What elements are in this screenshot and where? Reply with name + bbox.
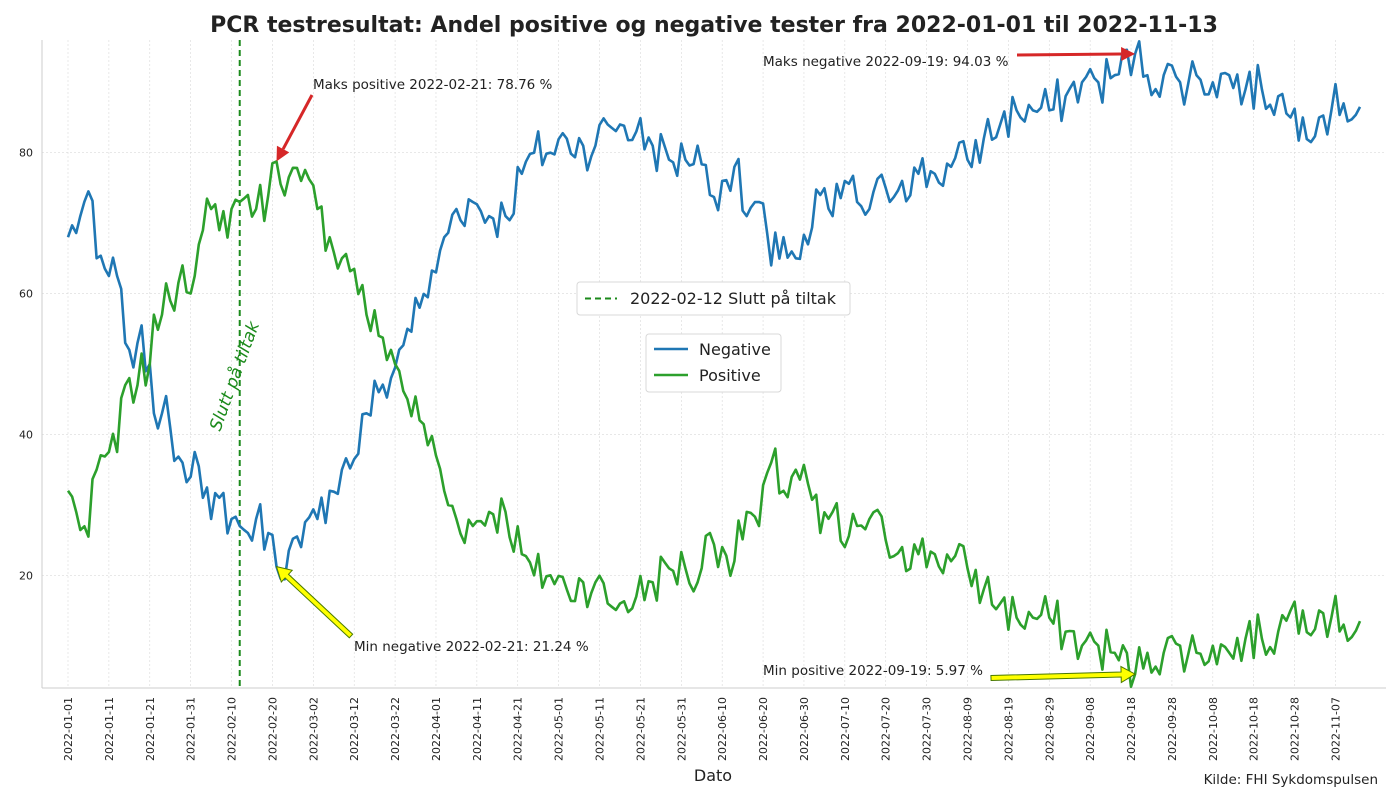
annotation-min-positive-text: Min positive 2022-09-19: 5.97 % <box>763 663 983 679</box>
x-tick-label: 2022-07-20 <box>880 697 893 761</box>
x-tick-label: 2022-01-21 <box>144 697 157 761</box>
arrow-max-negative <box>1016 52 1122 57</box>
x-tick-label: 2022-05-11 <box>594 697 607 761</box>
arrow-min-positive <box>990 665 1137 684</box>
x-tick-label: 2022-03-02 <box>307 697 320 761</box>
x-tick-label: 2022-05-31 <box>675 697 688 761</box>
annotation-max-positive: Maks positive 2022-02-21: 78.76 % <box>276 77 553 162</box>
series-line-positive <box>66 160 1362 688</box>
x-tick-labels: 2022-01-01 2022-01-11 2022-01-21 2022-01-31… <box>62 697 1342 761</box>
series-legend: Negative Positive <box>645 333 782 393</box>
arrow-max-positive <box>281 94 314 150</box>
arrow-min-negative <box>275 565 354 639</box>
vline-legend-box <box>576 281 851 316</box>
legend-label-negative: Negative <box>699 340 771 359</box>
legend-label-positive: Positive <box>699 366 761 385</box>
x-tick-label: 2022-10-08 <box>1207 697 1220 761</box>
annotation-max-positive-text: Maks positive 2022-02-21: 78.76 % <box>313 77 553 93</box>
x-tick-label: 2022-02-10 <box>226 697 239 761</box>
arrowhead-max-positive <box>276 145 290 162</box>
x-tick-label: 2022-06-30 <box>798 697 811 761</box>
annotation-max-negative: Maks negative 2022-09-19: 94.03 % <box>763 47 1136 70</box>
x-tick-label: 2022-01-01 <box>62 697 75 761</box>
annotation-min-negative-text: Min negative 2022-02-21: 21.24 % <box>354 639 589 655</box>
x-tick-label: 2022-07-10 <box>839 697 852 761</box>
x-tick-label: 2022-04-11 <box>471 697 484 761</box>
y-tick-label: 60 <box>19 288 33 301</box>
x-tick-label: 2022-02-20 <box>266 697 279 761</box>
arrowhead-max-negative <box>1121 47 1136 62</box>
x-tick-label: 2022-09-08 <box>1084 697 1097 761</box>
annotation-min-positive: Min positive 2022-09-19: 5.97 % <box>763 663 1137 684</box>
x-tick-label: 2022-08-29 <box>1043 697 1056 761</box>
x-tick-label: 2022-03-12 <box>348 697 361 761</box>
x-tick-label: 2022-04-01 <box>430 697 443 761</box>
x-tick-label: 2022-09-18 <box>1125 697 1138 761</box>
x-tick-label: 2022-11-07 <box>1329 697 1342 761</box>
x-axis-label: Dato <box>694 766 732 785</box>
x-tick-label: 2022-03-22 <box>389 697 402 761</box>
x-tick-label: 2022-06-20 <box>757 697 770 761</box>
policy-end-label: Slutt på tiltak <box>205 318 264 434</box>
source-note: Kilde: FHI Sykdomspulsen <box>1204 772 1378 788</box>
x-tick-label: 2022-01-11 <box>103 697 116 761</box>
annotation-min-negative: Min negative 2022-02-21: 21.24 % <box>275 565 589 655</box>
annotation-max-negative-text: Maks negative 2022-09-19: 94.03 % <box>763 54 1009 70</box>
x-tick-label: 2022-10-18 <box>1248 697 1261 761</box>
y-tick-labels: 20 40 60 80 <box>19 147 33 583</box>
x-tick-label: 2022-04-21 <box>512 697 525 761</box>
x-tick-label: 2022-05-21 <box>634 697 647 761</box>
x-tick-label: 2022-08-09 <box>961 697 974 761</box>
x-tick-label: 2022-05-01 <box>553 697 566 761</box>
x-tick-label: 2022-07-30 <box>921 697 934 761</box>
chart-title: PCR testresultat: Andel positive og nega… <box>210 13 1218 38</box>
vline-legend: 2022-02-12 Slutt på tiltak <box>576 281 851 316</box>
x-tick-label: 2022-10-28 <box>1289 697 1302 761</box>
y-tick-label: 20 <box>19 569 33 582</box>
x-tick-label: 2022-01-31 <box>185 697 198 761</box>
y-tick-label: 40 <box>19 428 33 441</box>
x-tick-label: 2022-08-19 <box>1002 697 1015 761</box>
x-tick-label: 2022-06-10 <box>716 697 729 761</box>
x-tick-label: 2022-09-28 <box>1166 697 1179 761</box>
y-tick-label: 80 <box>19 147 33 160</box>
vline-legend-label: 2022-02-12 Slutt på tiltak <box>630 289 837 308</box>
